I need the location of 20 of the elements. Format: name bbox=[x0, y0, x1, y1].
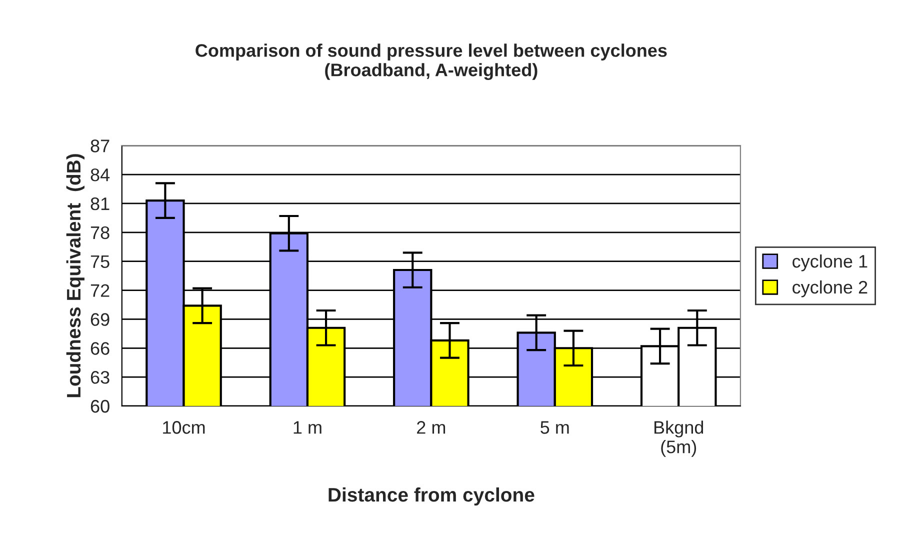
x-tick-label: 5 m bbox=[540, 421, 569, 434]
y-tick-label: 72 bbox=[90, 284, 110, 297]
legend-label: cyclone 2 bbox=[792, 280, 868, 298]
chart-title: Comparison of sound pressure level between cyclones (Broadband, A-weighted) bbox=[196, 44, 667, 80]
x-tick-label: 1 m bbox=[294, 421, 322, 434]
y-tick-label: 63 bbox=[90, 371, 110, 384]
y-tick-label: 66 bbox=[90, 342, 110, 355]
x-tick-label: Bkgnd (5m) bbox=[654, 420, 704, 457]
x-tick-label: 10cm bbox=[163, 421, 205, 434]
y-tick-label: 87 bbox=[90, 140, 110, 152]
y-tick-label: 60 bbox=[90, 400, 110, 413]
y-tick-label: 81 bbox=[90, 197, 110, 210]
legend-label: cyclone 1 bbox=[792, 254, 868, 272]
y-tick-label: 69 bbox=[90, 313, 110, 326]
x-axis-title: Distance from cyclone bbox=[328, 487, 534, 506]
y-axis-title: Loudness Equivalent (dB) bbox=[66, 154, 84, 398]
y-tick-label: 75 bbox=[90, 255, 110, 268]
x-tick-label: 2 m bbox=[417, 421, 446, 434]
y-tick-label: 84 bbox=[90, 168, 110, 182]
y-tick-label: 78 bbox=[90, 226, 110, 240]
